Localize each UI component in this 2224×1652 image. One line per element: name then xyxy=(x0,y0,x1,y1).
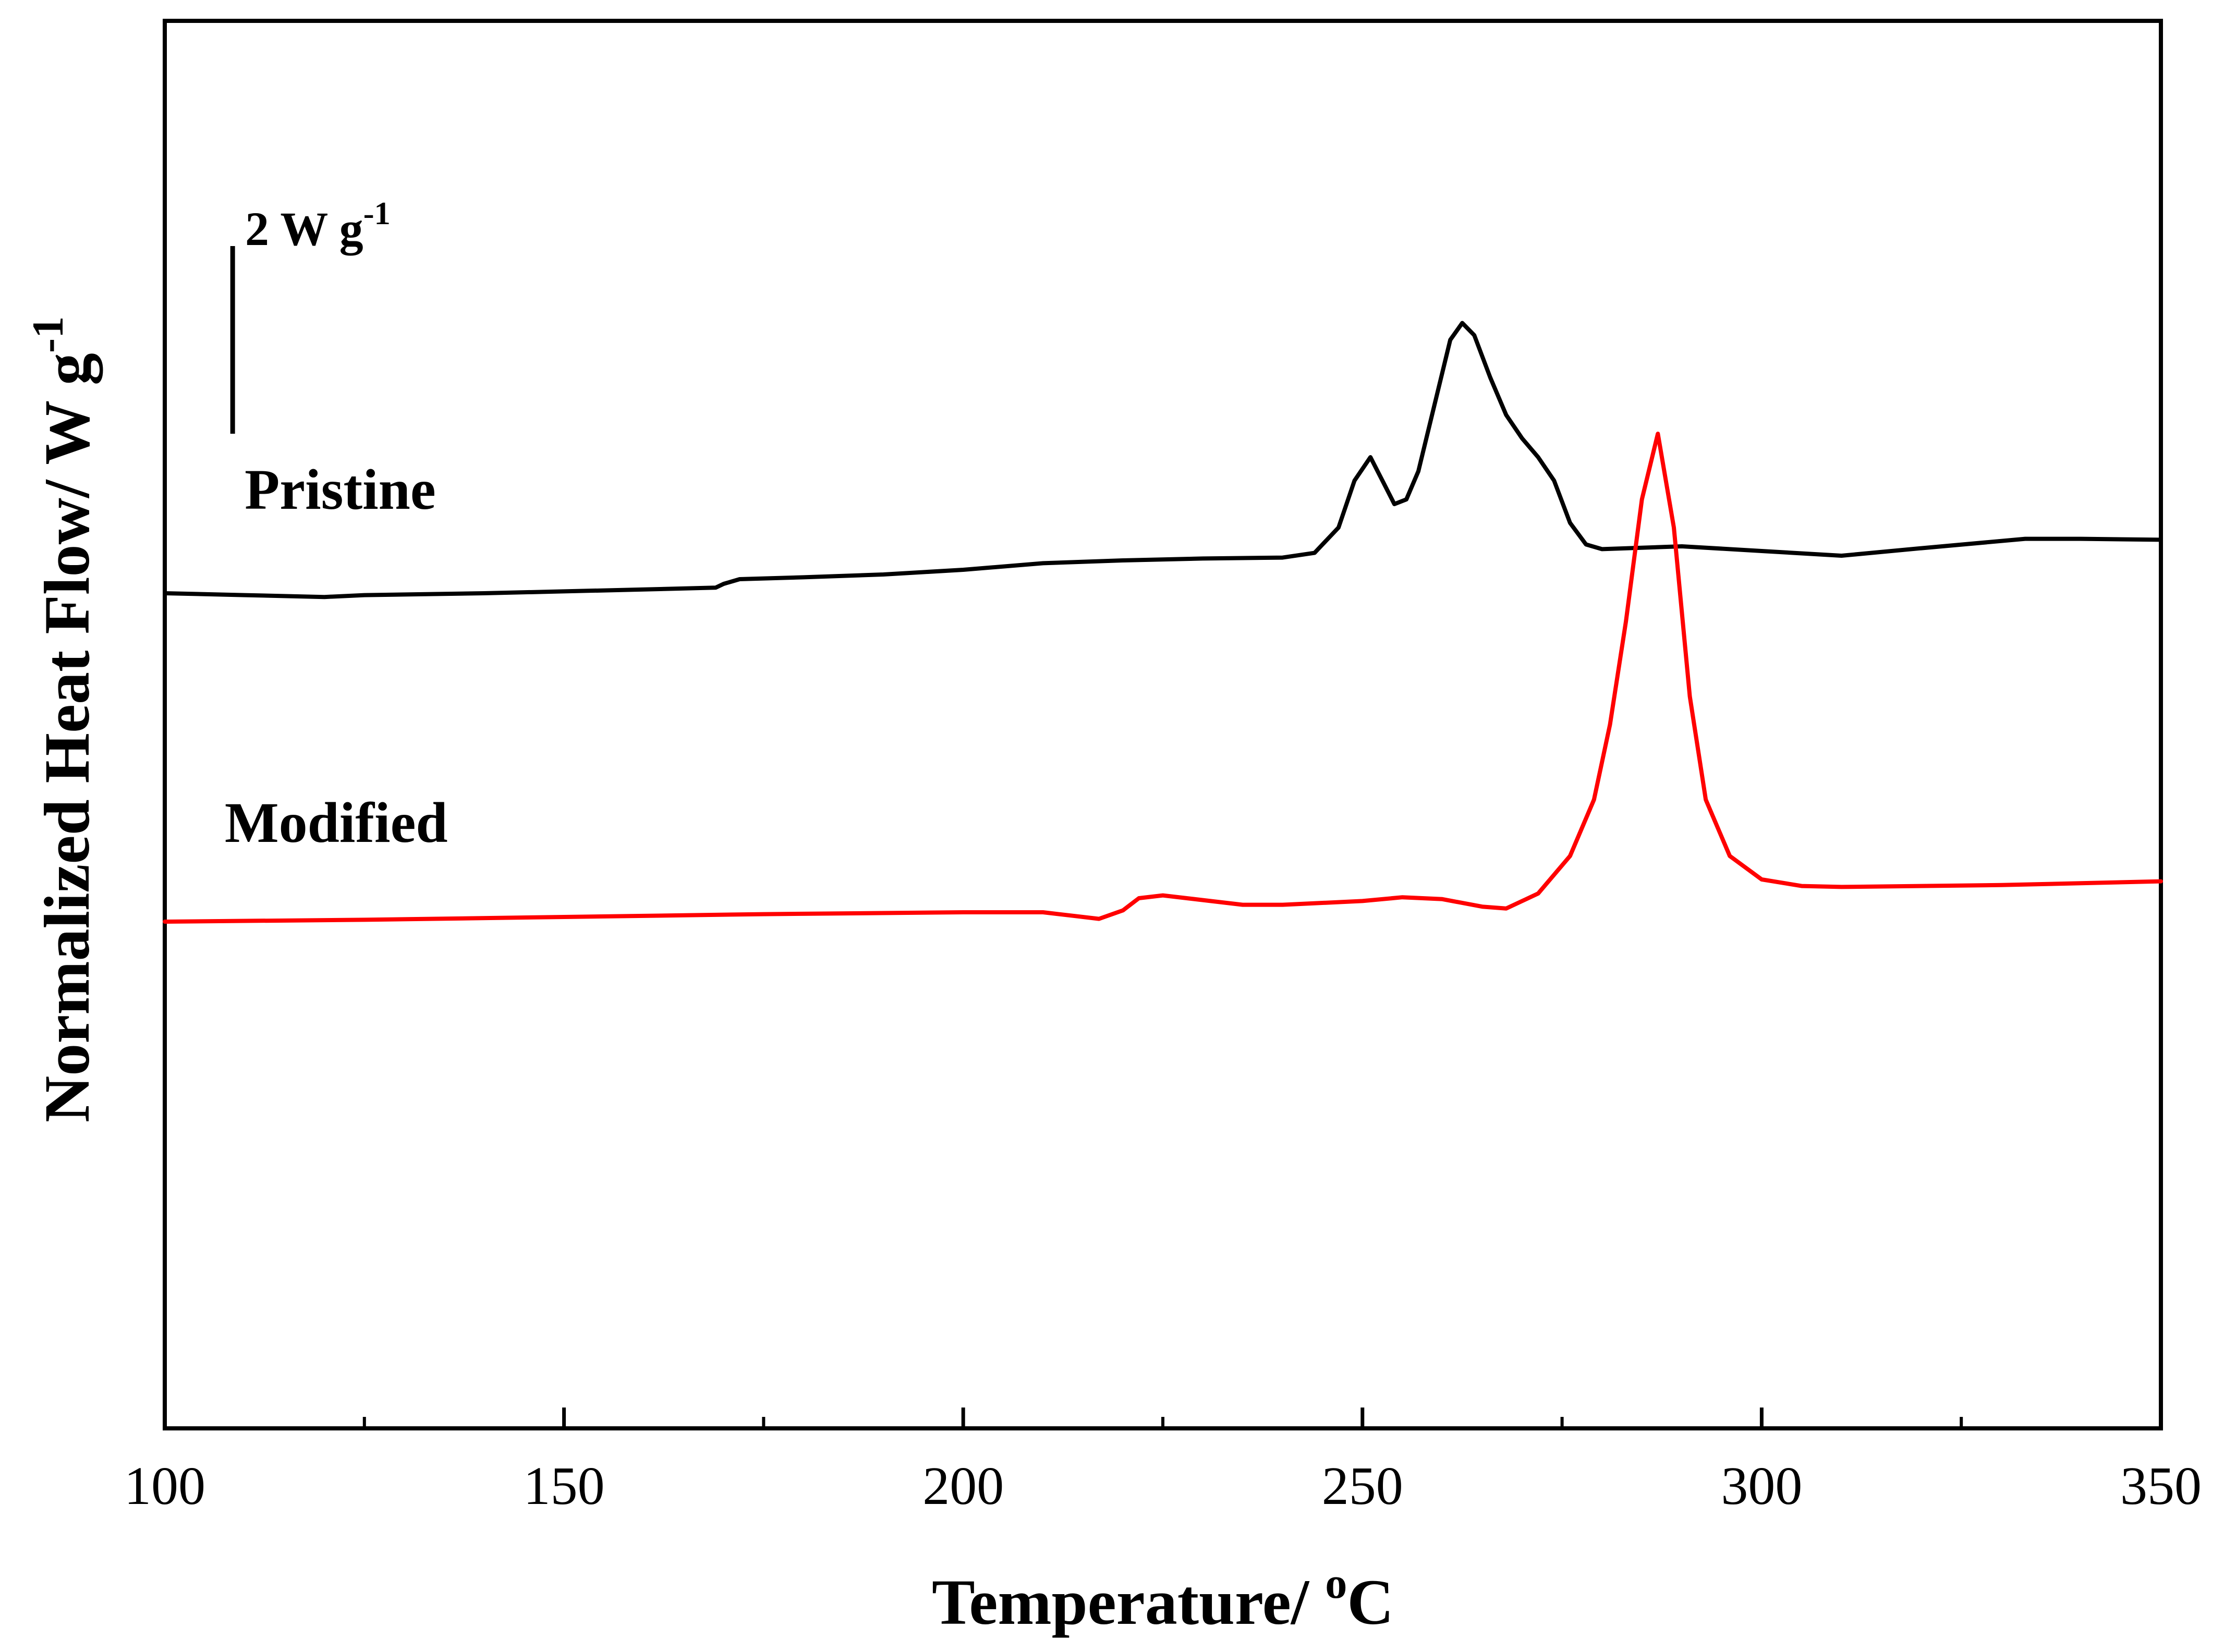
series-label-pristine: Pristine xyxy=(245,458,436,521)
series-label-modified: Modified xyxy=(225,791,448,854)
x-axis-ticks xyxy=(163,1408,2163,1428)
x-axis-title: Temperature/ oC xyxy=(932,1559,1394,1638)
x-axis-tick-labels: 100 150 200 250 300 350 xyxy=(124,1456,2202,1516)
scale-bar-label: 2 W g-1 xyxy=(245,195,391,255)
x-tick-label-200: 200 xyxy=(922,1456,1004,1516)
series-line-pristine xyxy=(163,321,2163,599)
x-tick-label-250: 250 xyxy=(1322,1456,1403,1516)
x-tick-label-300: 300 xyxy=(1721,1456,1802,1516)
series-lines xyxy=(163,321,2163,924)
series-line-modified xyxy=(163,432,2163,924)
x-tick-label-150: 150 xyxy=(524,1456,605,1516)
x-tick-label-350: 350 xyxy=(2120,1456,2202,1516)
plot-frame xyxy=(163,19,2163,1430)
y-axis-title: Normalized Heat Flow/ W g-1 xyxy=(24,316,103,1123)
x-tick-label-100: 100 xyxy=(124,1456,205,1516)
